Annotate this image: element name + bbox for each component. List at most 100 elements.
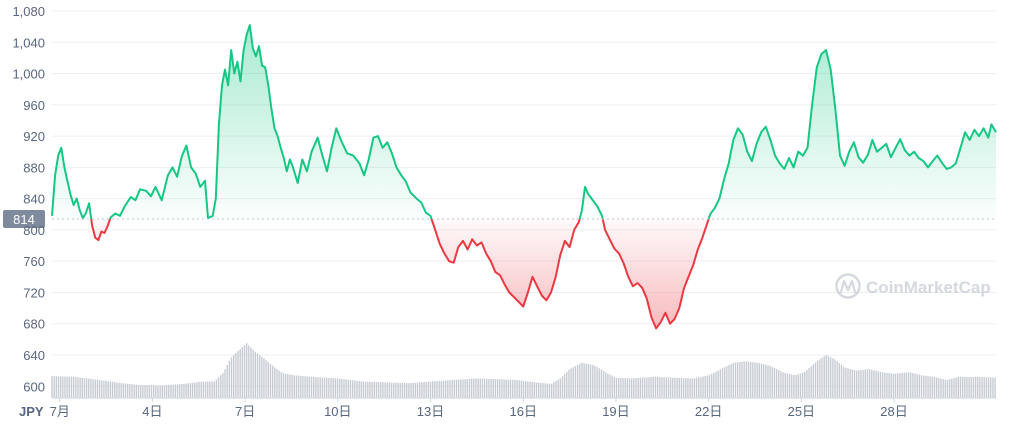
volume-bar — [929, 376, 931, 398]
volume-bar — [804, 371, 806, 398]
volume-bar — [767, 365, 769, 398]
volume-bar — [832, 358, 834, 398]
volume-bar — [853, 370, 856, 398]
volume-bar — [845, 367, 847, 398]
volume-bar — [194, 382, 196, 398]
volume-bar — [758, 363, 761, 398]
volume-bar — [494, 379, 497, 398]
volume-bar — [438, 380, 440, 398]
volume-bar — [122, 383, 125, 398]
volume-bar — [598, 368, 600, 398]
volume-bar — [189, 383, 192, 398]
volume-bar — [648, 377, 650, 398]
price-area — [52, 25, 996, 329]
volume-bar — [254, 351, 257, 398]
volume-bar — [814, 362, 817, 398]
volume-bar — [531, 381, 533, 398]
volume-bar — [990, 377, 992, 398]
volume-bar — [702, 376, 704, 398]
volume-bar — [583, 363, 585, 398]
volume-bar — [431, 381, 434, 398]
volume-bar — [522, 380, 525, 398]
volume-bar — [479, 378, 481, 398]
volume-bar — [101, 380, 103, 398]
volume-bar — [920, 375, 923, 398]
x-axis: 7月 4日 7日 10日 13日 16日 19日 22日 25日 28日 JPY — [19, 397, 996, 419]
volume-bar — [723, 367, 726, 398]
volume-bar — [345, 379, 347, 398]
volume-bar — [624, 378, 626, 398]
volume-bar — [773, 367, 776, 398]
volume-bar — [419, 382, 421, 398]
volume-bar — [308, 376, 311, 398]
volume-bar — [429, 381, 432, 398]
volume-bar — [879, 371, 882, 398]
volume-bar — [635, 378, 637, 398]
volume-bar — [284, 373, 287, 398]
volume-bar — [948, 379, 951, 398]
volume-bar — [592, 364, 594, 398]
volume-bar — [788, 373, 791, 398]
volume-bar — [232, 355, 235, 398]
volume-bar — [341, 378, 343, 398]
volume-bar — [689, 378, 691, 398]
volume-bar — [983, 377, 985, 398]
volume-bar — [466, 379, 468, 398]
volume-bar — [819, 359, 821, 398]
volume-bar — [568, 369, 570, 398]
volume-bar — [654, 376, 657, 398]
volume-bar — [678, 377, 680, 398]
volume-bar — [371, 381, 373, 398]
volume-bar — [496, 379, 499, 398]
volume-bar — [795, 375, 797, 398]
volume-bar — [96, 379, 99, 398]
volume-bar — [59, 376, 62, 398]
volume-bar — [674, 377, 676, 398]
volume-bar — [211, 381, 213, 398]
volume-bar — [358, 381, 360, 398]
volume-bar — [849, 368, 851, 398]
volume-bar — [377, 382, 380, 398]
volume-bar — [356, 380, 358, 398]
x-tick-label: 22日 — [695, 404, 722, 419]
volume-bar — [330, 378, 332, 398]
volume-bar — [905, 372, 908, 398]
volume-bar — [462, 379, 464, 398]
volume-bar — [633, 378, 635, 398]
price-line — [51, 24, 997, 330]
volume-bar — [265, 360, 267, 398]
volume-bar — [168, 384, 170, 398]
volume-bar — [665, 377, 667, 398]
volume-bar — [708, 374, 711, 398]
volume-bar — [62, 376, 64, 398]
volume-bar — [83, 378, 86, 398]
volume-bar — [157, 385, 159, 398]
volume-bar — [455, 379, 458, 398]
volume-bar — [373, 382, 375, 398]
volume-bar — [386, 382, 388, 398]
volume-bar — [291, 374, 293, 398]
volume-bar — [473, 378, 475, 398]
volume-bar — [440, 380, 443, 398]
volume-bar — [152, 385, 155, 398]
volume-bar — [942, 379, 944, 398]
volume-bar — [579, 363, 581, 398]
volume-bar — [630, 378, 633, 398]
volume-bar — [903, 372, 905, 398]
volume-bar — [213, 381, 215, 398]
volume-bar — [894, 373, 897, 398]
volume-bar — [505, 379, 507, 398]
volume-bar — [700, 376, 702, 398]
volume-bar — [326, 377, 328, 398]
volume-bar — [646, 377, 648, 398]
volume-bar — [204, 381, 207, 398]
volume-bar — [711, 373, 713, 398]
volume-bar — [369, 381, 371, 398]
volume-bar — [250, 347, 252, 398]
volume-bar — [457, 379, 460, 398]
volume-bar — [992, 377, 994, 398]
y-tick-label: 600 — [23, 379, 45, 394]
volume-bar — [64, 376, 66, 398]
y-tick-label: 1,080 — [12, 4, 45, 19]
volume-bar — [628, 378, 631, 398]
